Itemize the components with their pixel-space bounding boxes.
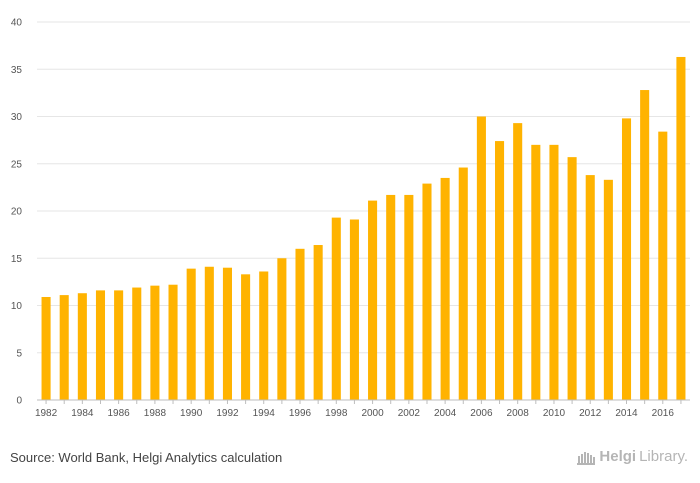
y-axis-tick-labels: 0 5 10 15 20 25 30 35 40: [11, 18, 23, 407]
bar-1990[interactable]: [186, 268, 196, 400]
bar-1993[interactable]: [241, 274, 251, 400]
logo-name-bold: Helgi: [599, 448, 637, 465]
library-building-icon: [577, 451, 596, 465]
x-tick-label: 1994: [253, 408, 276, 419]
bar-1992[interactable]: [222, 267, 232, 400]
bar-1994[interactable]: [259, 271, 269, 400]
x-tick-label: 1990: [180, 408, 203, 419]
x-tick-label: 2000: [361, 408, 384, 419]
bar-chart: 0 5 10 15 20 25 30 35 40 1982 1984 1986 1988 1990 199…: [11, 18, 690, 419]
bar-2017[interactable]: [676, 56, 686, 401]
bar-2009[interactable]: [531, 144, 541, 400]
x-tick-label: 2006: [470, 408, 493, 419]
logo-name-rest: Library.: [639, 448, 688, 465]
grid-lines: [37, 21, 690, 354]
y-tick-label: 0: [16, 396, 22, 407]
x-tick-label: 1996: [289, 408, 312, 419]
bar-2007[interactable]: [495, 141, 505, 400]
bar-1996[interactable]: [295, 248, 305, 400]
bar-1982[interactable]: [41, 296, 51, 400]
bar-1984[interactable]: [77, 293, 87, 400]
bar-2010[interactable]: [549, 144, 559, 400]
bar-1997[interactable]: [313, 245, 323, 400]
bar-series: [41, 56, 686, 401]
x-tick-label: 2002: [398, 408, 421, 419]
bar-1988[interactable]: [150, 285, 160, 400]
bar-1986[interactable]: [114, 290, 124, 400]
x-tick-label: 2014: [615, 408, 638, 419]
bar-1989[interactable]: [168, 284, 178, 400]
x-axis-tick-labels: 1982 1984 1986 1988 1990 1992 1994 1996 1998 2000…: [35, 400, 682, 419]
bar-2002[interactable]: [404, 194, 414, 400]
x-tick-label: 1992: [216, 408, 239, 419]
bar-1987[interactable]: [132, 287, 142, 400]
y-tick-label: 5: [16, 348, 22, 359]
bar-1998[interactable]: [331, 217, 341, 400]
bar-2014[interactable]: [621, 118, 632, 400]
x-tick-label: 1988: [144, 408, 167, 419]
bar-2003[interactable]: [422, 183, 432, 400]
helgi-library-logo[interactable]: Helgi Library.: [576, 448, 688, 465]
bar-2015[interactable]: [640, 90, 650, 400]
x-tick-label: 1982: [35, 408, 58, 419]
y-tick-label: 25: [11, 159, 23, 170]
bar-2000[interactable]: [368, 200, 378, 400]
bar-2013[interactable]: [603, 179, 613, 400]
bar-1995[interactable]: [277, 258, 287, 400]
bar-2008[interactable]: [513, 123, 523, 401]
bar-2001[interactable]: [386, 194, 396, 400]
y-tick-label: 20: [11, 207, 23, 218]
bar-1985[interactable]: [95, 290, 106, 400]
bar-2004[interactable]: [440, 177, 450, 400]
source-note: Source: World Bank, Helgi Analytics calc…: [10, 450, 283, 465]
bar-1999[interactable]: [349, 219, 359, 400]
bar-2011[interactable]: [567, 157, 577, 400]
x-tick-label: 2010: [543, 408, 566, 419]
bar-1991[interactable]: [204, 266, 214, 400]
bar-2012[interactable]: [585, 175, 595, 400]
x-tick-label: 2008: [507, 408, 530, 419]
x-tick-label: 1986: [108, 408, 131, 419]
x-tick-label: 1998: [325, 408, 348, 419]
bar-2006[interactable]: [476, 116, 486, 401]
x-tick-label: 2012: [579, 408, 602, 419]
y-tick-label: 15: [11, 254, 23, 265]
bar-2016[interactable]: [658, 131, 668, 400]
y-tick-label: 35: [11, 65, 23, 76]
y-tick-label: 40: [11, 18, 23, 29]
y-tick-label: 10: [11, 301, 23, 312]
x-tick-label: 2004: [434, 408, 457, 419]
bar-1983[interactable]: [59, 295, 69, 400]
y-tick-label: 30: [11, 112, 23, 123]
x-tick-label: 1984: [71, 408, 94, 419]
bar-2005[interactable]: [458, 167, 468, 400]
x-tick-label: 2016: [652, 408, 675, 419]
